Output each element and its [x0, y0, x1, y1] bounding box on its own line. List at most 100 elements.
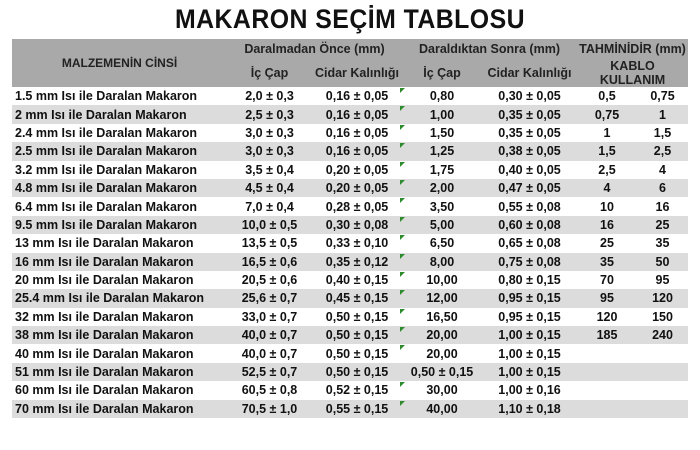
cell-wall-after: 1,00 ± 0,15: [482, 362, 577, 382]
cell-cable-max: 120: [637, 289, 688, 308]
cell-cable-max: 1,5: [653, 125, 672, 140]
cell-material: 9.5 mm Isı ile Daralan Makaron: [12, 215, 227, 235]
cell-cable-min: 25: [600, 236, 614, 251]
cell-cable-min: 0,75: [577, 105, 637, 124]
cell-wall-after: 0,30 ± 0,05: [498, 89, 561, 104]
cell-inner-before: 10,0 ± 0,5: [227, 215, 312, 235]
cell-cable-min: [577, 381, 637, 399]
table-row: 32 mm Isı ile Daralan Makaron 33,0 ± 0,7 0…: [12, 308, 688, 326]
cell-material: 3.2 mm Isı ile Daralan Makaron: [15, 162, 198, 177]
cell-inner-before: 70,5 ± 1,0: [227, 399, 312, 419]
cell-wall-before: 0,28 ± 0,05: [325, 199, 389, 214]
cell-wall-before: 0,20 ± 0,05: [312, 178, 402, 198]
cell-wall-before: 0,50 ± 0,15: [325, 309, 389, 324]
cell-wall-before: 0,16 ± 0,05: [325, 89, 389, 104]
cell-material: 32 mm Isı ile Daralan Makaron: [15, 309, 194, 324]
cell-material: 40 mm Isı ile Daralan Makaron: [15, 346, 194, 361]
cell-cable-max: [637, 381, 688, 399]
cell-wall-after: 0,75 ± 0,08: [482, 252, 577, 271]
cell-inner-after: 3,50: [400, 197, 482, 215]
table-body: 1.5 mm Isı ile Daralan Makaron 2,0 ± 0,3 0…: [12, 87, 688, 419]
table-row: 4.8 mm Isı ile Daralan Makaron 4,5 ± 0,4 0…: [12, 178, 688, 198]
header-inner-before: İç Çap: [227, 59, 312, 87]
cell-inner-before: 7,0 ± 0,4: [245, 199, 294, 214]
cell-inner-after: 2,00: [400, 178, 482, 198]
header-wall-before: Cidar Kalınlığı: [312, 59, 402, 87]
table-row: 40 mm Isı ile Daralan Makaron 40,0 ± 0,7 0…: [12, 344, 688, 362]
table-row: 3.2 mm Isı ile Daralan Makaron 3,5 ± 0,4 0…: [12, 161, 688, 179]
table-row: 6.4 mm Isı ile Daralan Makaron 7,0 ± 0,4 0…: [12, 197, 688, 215]
cell-inner-after: 1,25: [400, 142, 482, 161]
cell-wall-after: 0,80 ± 0,15: [498, 273, 561, 288]
table-row: 70 mm Isı ile Daralan Makaron 70,5 ± 1,0 0…: [12, 399, 688, 419]
cell-inner-after: 1,50: [400, 124, 482, 142]
cell-cable-max: 150: [652, 309, 673, 324]
cell-cable-min: 4: [577, 178, 637, 198]
cell-cable-max: 1: [637, 105, 688, 124]
cell-cable-min: 70: [600, 273, 614, 288]
cell-inner-after: 6,50: [400, 234, 482, 252]
cell-cable-max: 2,5: [637, 142, 688, 161]
table-row: 20 mm Isı ile Daralan Makaron 20,5 ± 0,6 0…: [12, 271, 688, 289]
cell-inner-after: 16,50: [400, 308, 482, 326]
cell-cable-min: 95: [577, 289, 637, 308]
cell-cable-max: 4: [659, 162, 666, 177]
cell-cable-min: 185: [577, 326, 637, 345]
cell-inner-after: 5,00: [400, 215, 482, 235]
cell-wall-after: 1,10 ± 0,18: [482, 399, 577, 419]
cell-wall-before: 0,52 ± 0,15: [325, 383, 389, 398]
cell-wall-after: 0,55 ± 0,08: [498, 199, 561, 214]
cell-wall-before: 0,30 ± 0,08: [312, 215, 402, 235]
cell-material: 60 mm Isı ile Daralan Makaron: [15, 383, 194, 398]
table-row: 25.4 mm Isı ile Daralan Makaron 25,6 ± 0,…: [12, 289, 688, 308]
cell-cable-max: 240: [637, 326, 688, 345]
cell-material: 2 mm Isı ile Daralan Makaron: [12, 105, 227, 124]
table-row: 9.5 mm Isı ile Daralan Makaron 10,0 ± 0,5…: [12, 215, 688, 235]
table-row: 2.5 mm Isı ile Daralan Makaron 3,0 ± 0,3 0…: [12, 142, 688, 161]
cell-wall-before: 0,55 ± 0,15: [312, 399, 402, 419]
cell-cable-min: 2,5: [598, 162, 616, 177]
cell-wall-before: 0,16 ± 0,05: [325, 125, 389, 140]
cell-cable-min: 10: [600, 199, 614, 214]
cell-cable-max: 35: [655, 236, 670, 251]
cell-material: 38 mm Isı ile Daralan Makaron: [12, 326, 227, 345]
cell-inner-before: 16,5 ± 0,6: [227, 252, 312, 271]
cell-cable-max: 95: [655, 273, 670, 288]
cell-cable-max: [637, 399, 688, 419]
cell-inner-before: 3,5 ± 0,4: [245, 162, 294, 177]
cell-wall-before: 0,35 ± 0,12: [312, 252, 402, 271]
cell-wall-after: 0,47 ± 0,05: [482, 178, 577, 198]
cell-cable-max: 16: [655, 199, 670, 214]
cell-material: 2.4 mm Isı ile Daralan Makaron: [15, 125, 198, 140]
header-row-2: İç Çap Cidar Kalınlığı İç Çap Cidar Kalı…: [12, 59, 688, 87]
header-wall-after: Cidar Kalınlığı: [482, 59, 577, 87]
cell-inner-after: 12,00: [400, 289, 482, 308]
cell-wall-after: 0,35 ± 0,05: [482, 105, 577, 124]
cell-cable-min: 120: [596, 309, 618, 324]
cell-cable-min: [577, 362, 637, 382]
cell-wall-after: 0,65 ± 0,08: [498, 236, 561, 251]
cell-material: 6.4 mm Isı ile Daralan Makaron: [15, 199, 198, 214]
header-estimate: TAHMİNİDİR (mm): [577, 39, 688, 59]
cell-material: 4.8 mm Isı ile Daralan Makaron: [12, 178, 227, 198]
table-row: 51 mm Isı ile Daralan Makaron 52,5 ± 0,7 0…: [12, 362, 688, 382]
cell-inner-before: 13,5 ± 0,5: [241, 236, 298, 251]
cell-wall-after: 0,40 ± 0,05: [498, 162, 561, 177]
cell-inner-before: 2,0 ± 0,3: [245, 89, 294, 104]
table-row: 2.4 mm Isı ile Daralan Makaron 3,0 ± 0,3 0…: [12, 124, 688, 142]
header-cable: KABLO KULLANIM: [577, 59, 688, 87]
cell-material: 25.4 mm Isı ile Daralan Makaron: [12, 289, 227, 308]
cell-cable-max: [637, 344, 688, 362]
cell-inner-after: 8,00: [400, 252, 482, 271]
cell-inner-before: 40,0 ± 0,7: [241, 346, 298, 361]
header-row-1: MALZEMENİN CİNSİ Daralmadan Önce (mm) Da…: [12, 39, 688, 87]
cell-material: 13 mm Isı ile Daralan Makaron: [15, 236, 194, 251]
header-material: MALZEMENİN CİNSİ: [12, 39, 227, 87]
cell-cable-min: 1: [603, 125, 611, 140]
table-row: 60 mm Isı ile Daralan Makaron 60,5 ± 0,8 0…: [12, 381, 688, 399]
cell-wall-before: 0,45 ± 0,15: [312, 289, 402, 308]
cell-material: 1.5 mm Isı ile Daralan Makaron: [15, 89, 198, 104]
cell-material: 51 mm Isı ile Daralan Makaron: [12, 362, 227, 382]
cell-wall-after: 1,00 ± 0,16: [498, 383, 561, 398]
cell-inner-before: 60,5 ± 0,8: [241, 383, 298, 398]
